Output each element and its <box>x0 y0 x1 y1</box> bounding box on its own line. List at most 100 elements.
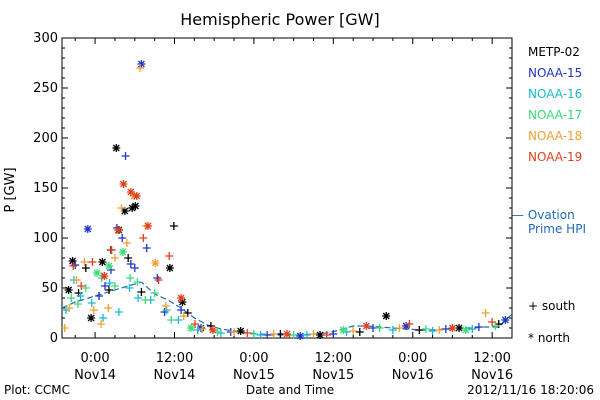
data-point-south <box>269 330 278 338</box>
y-tick-label: 200 <box>33 131 58 146</box>
data-point-south <box>162 306 171 314</box>
data-point-south <box>139 234 148 242</box>
data-point-south <box>65 304 74 312</box>
data-point-south <box>114 308 123 316</box>
data-point-south <box>230 328 239 336</box>
data-point-south <box>421 325 430 333</box>
y-tick-label: 100 <box>33 231 58 246</box>
data-point-north <box>382 312 391 320</box>
data-point-south <box>415 326 424 334</box>
data-point-north <box>68 257 77 265</box>
marker-key-south: + south <box>528 299 575 313</box>
data-point-south <box>133 278 142 286</box>
data-point-south <box>395 324 404 332</box>
data-point-south <box>160 308 169 316</box>
data-point-north <box>402 322 411 330</box>
data-point-south <box>87 299 96 307</box>
data-point-north <box>120 207 129 215</box>
data-point-north <box>283 330 291 338</box>
chart-title: Hemispheric Power [GW] <box>180 10 379 29</box>
data-point-north <box>208 326 217 334</box>
footer-credit: Plot: CCMC <box>4 383 70 397</box>
data-point-south <box>289 331 298 339</box>
data-point-south <box>124 254 133 262</box>
x-tick-label-time: 0:00 <box>239 351 268 366</box>
data-point-north <box>461 326 470 334</box>
data-point-south <box>309 330 318 338</box>
data-point-south <box>249 330 258 338</box>
data-point-south <box>110 282 119 290</box>
data-point-north <box>178 298 187 306</box>
data-point-south <box>110 254 119 262</box>
data-point-south <box>130 264 139 272</box>
x-axis-label: Date and Time <box>246 383 334 397</box>
data-point-south <box>81 284 90 292</box>
x-tick-label-time: 12:00 <box>315 351 352 366</box>
data-point-south <box>375 324 384 332</box>
legend-hpi-line2: Prime HPI <box>528 222 586 236</box>
y-tick-label: 0 <box>50 331 58 346</box>
data-point-south <box>71 261 80 269</box>
data-point-north <box>151 259 160 267</box>
data-point-south <box>77 282 86 290</box>
plot-frame <box>61 37 513 339</box>
data-point-north <box>362 322 371 330</box>
data-point-north <box>196 324 205 332</box>
data-point-north <box>114 226 123 234</box>
x-tick-label-time: 12:00 <box>156 351 193 366</box>
data-point-north <box>144 222 153 230</box>
footer-timestamp: 2012/11/16 18:20:06 <box>467 383 594 397</box>
data-point-south <box>141 296 150 304</box>
x-tick-label-date: Nov14 <box>154 368 196 383</box>
data-point-south <box>388 326 397 334</box>
data-point-south <box>435 326 444 334</box>
data-point-north <box>87 314 96 322</box>
y-tick-label: 250 <box>33 81 58 96</box>
data-point-south <box>81 264 90 272</box>
data-point-south <box>193 326 202 334</box>
data-point-south <box>117 204 126 212</box>
data-point-north <box>64 286 73 294</box>
data-point-south <box>122 239 131 247</box>
data-point-south <box>355 328 364 336</box>
x-axis: 0:00 Nov14 12:00 Nov14 0:00 Nov15 12:00 Nov15 0:… <box>74 38 513 383</box>
data-point-south <box>67 294 76 302</box>
data-point-south <box>76 292 85 300</box>
data-point-north <box>126 188 135 196</box>
data-point-south <box>88 258 97 266</box>
y-axis-label: P [GW] <box>3 167 18 212</box>
data-point-south <box>104 286 113 294</box>
legend-item: NOAA-15 <box>528 66 582 80</box>
data-point-south <box>69 262 78 270</box>
data-point-south <box>474 323 483 331</box>
data-point-south <box>73 300 82 308</box>
data-point-south <box>177 306 186 314</box>
x-tick-label-time: 0:00 <box>398 351 427 366</box>
data-point-north <box>118 248 127 256</box>
data-point-south <box>165 252 174 260</box>
data-point-south <box>322 331 331 339</box>
data-point-north <box>448 324 457 332</box>
data-point-north <box>98 258 107 266</box>
data-point-north <box>187 324 196 332</box>
legend-item: NOAA-17 <box>528 108 582 122</box>
data-point-south <box>80 258 89 266</box>
data-point-south <box>243 329 252 337</box>
data-point-south <box>153 274 162 282</box>
data-point-south <box>179 312 188 320</box>
data-point-north <box>132 192 141 200</box>
data-point-south <box>169 222 178 230</box>
data-point-south <box>99 314 108 322</box>
data-point-north <box>316 331 325 339</box>
legend-item: NOAA-16 <box>528 87 582 101</box>
data-point-north <box>112 144 121 152</box>
data-point-south <box>428 327 437 335</box>
marker-key-north: * north <box>528 331 570 345</box>
x-tick-label-time: 0:00 <box>80 351 109 366</box>
data-point-south <box>441 325 450 333</box>
data-point-north <box>83 225 92 233</box>
data-point-north <box>501 316 510 324</box>
legend-hpi-line1: — Ovation <box>512 208 575 222</box>
data-point-south <box>97 320 106 328</box>
data-point-south <box>107 246 116 254</box>
